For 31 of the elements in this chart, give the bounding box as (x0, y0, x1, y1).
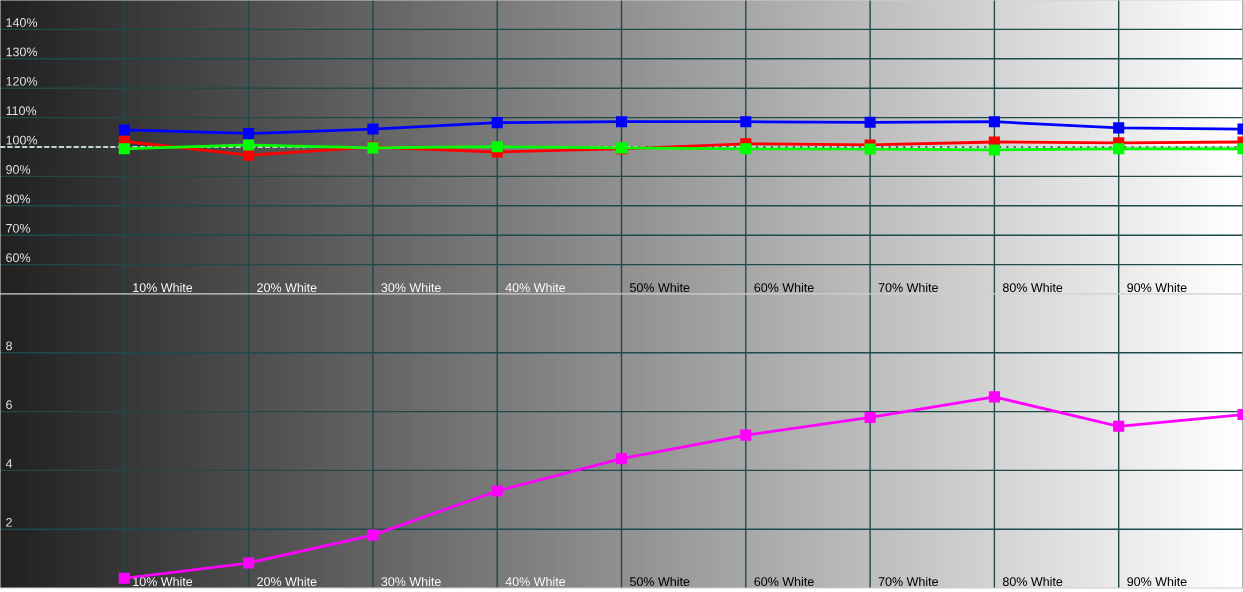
x-tick-label: 70% White (878, 282, 938, 293)
x-tick-label: 50% White (630, 576, 690, 587)
x-tick-label: 50% White (630, 282, 690, 293)
x-tick-label: 40% White (505, 576, 566, 587)
y-tick-label: 100% (6, 135, 38, 145)
x-tick-label: 10% White (133, 576, 193, 587)
y-tick-label: 140% (6, 18, 38, 27)
x-tick-label: 90% White (1127, 576, 1187, 587)
x-tick-label: 60% White (754, 576, 814, 587)
x-tick-label: 20% White (257, 282, 317, 293)
y-tick-label: 8 (6, 341, 12, 351)
y-tick-label: 2 (6, 517, 12, 527)
x-tick-label: 30% White (381, 282, 441, 293)
x-tick-label: 90% White (1127, 282, 1187, 293)
y-tick-label: 4 (5, 459, 13, 468)
y-tick-label: 130% (6, 47, 38, 57)
x-tick-label: 30% White (381, 576, 441, 587)
x-tick-label: 80% White (1002, 282, 1063, 293)
y-tick-label: 70% (6, 223, 31, 233)
y-tick-label: 120% (6, 76, 38, 86)
x-tick-label: 40% White (505, 282, 566, 293)
y-tick-label: 110% (6, 106, 37, 116)
x-tick-label: 70% White (878, 576, 938, 587)
x-tick-label: 60% White (754, 282, 814, 293)
y-tick-label: 60% (6, 253, 31, 263)
y-tick-label: 80% (6, 194, 31, 204)
x-tick-label: 20% White (257, 576, 317, 587)
y-tick-label: 90% (6, 165, 31, 174)
y-tick-label: 6 (6, 400, 12, 410)
x-tick-label: 10% White (133, 282, 193, 293)
x-tick-label: 80% White (1002, 576, 1063, 587)
